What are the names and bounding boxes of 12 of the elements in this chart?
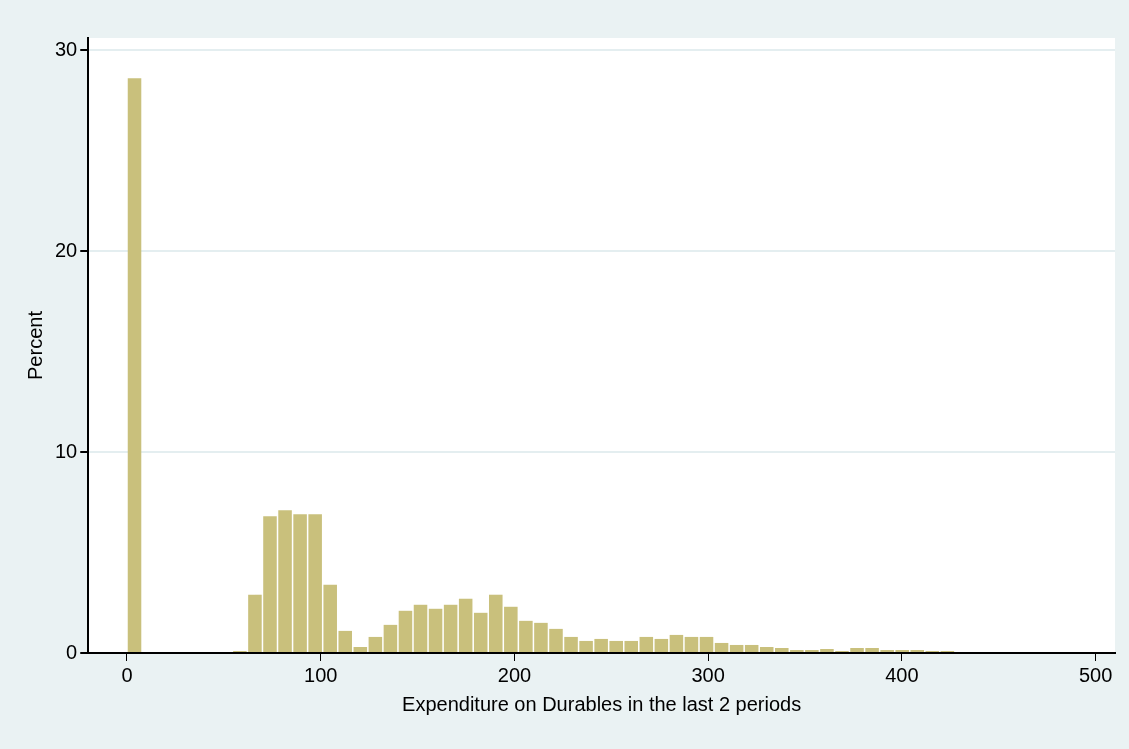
y-tick-label: 30: [55, 37, 78, 60]
x-axis-title: Expenditure on Durables in the last 2 periods: [402, 692, 802, 715]
x-tick-label: 500: [1078, 663, 1113, 686]
y-tick-label: 20: [55, 238, 78, 261]
x-tick-label: 400: [885, 663, 919, 686]
x-tick-label: 300: [691, 663, 725, 686]
x-tick-label: 100: [304, 663, 338, 686]
y-axis-title: Percent: [23, 310, 46, 380]
x-tick-label: 0: [121, 663, 133, 686]
y-tick-label: 10: [55, 439, 78, 462]
y-tick-label: 0: [66, 640, 78, 663]
x-tick-label: 200: [497, 663, 532, 686]
